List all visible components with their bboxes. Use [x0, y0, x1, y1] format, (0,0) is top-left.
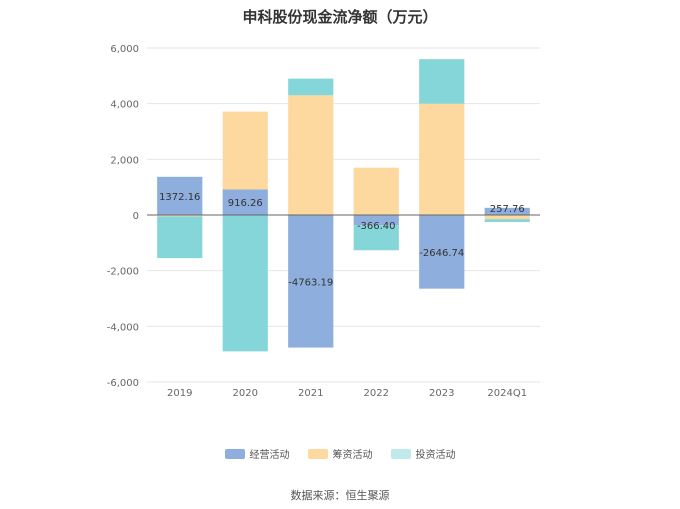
bar-segment — [288, 78, 334, 96]
x-tick-label: 2020 — [233, 388, 258, 399]
y-tick-label: 4,000 — [110, 100, 139, 111]
x-tick-label: 2022 — [364, 388, 389, 399]
legend-item-financing[interactable]: 筹资活动 — [307, 446, 373, 461]
bar-segment — [157, 216, 203, 259]
data-labels: 1372.16 916.26 -4763.19 -366.40 -2646.74 257.… — [159, 192, 525, 288]
y-tick-label: 0 — [133, 211, 139, 222]
y-tick-label: 2,000 — [110, 155, 139, 166]
bar-segment — [222, 111, 268, 190]
x-axis-labels: 2019 2020 2021 2022 2023 2024Q1 — [167, 388, 527, 399]
y-tick-label: -6,000 — [107, 378, 139, 389]
x-tick-label: 2024Q1 — [487, 388, 527, 399]
bar-segment — [419, 215, 465, 289]
bar-segment — [288, 95, 334, 215]
legend-swatch — [390, 448, 411, 459]
bar-segment — [353, 215, 399, 226]
bar-segment — [484, 215, 530, 220]
bar-segment — [419, 103, 465, 215]
bar-segment — [484, 219, 530, 222]
legend-label: 投资活动 — [415, 450, 456, 461]
bars — [157, 59, 530, 352]
data-label: 1372.16 — [159, 192, 200, 203]
y-tick-label: 6,000 — [110, 44, 139, 55]
bar-segment — [157, 176, 203, 215]
bar-segment — [353, 225, 399, 251]
bar-segment — [484, 207, 530, 215]
x-tick-label: 2023 — [429, 388, 454, 399]
y-tick-label: -4,000 — [107, 322, 139, 333]
bar-segment — [288, 215, 334, 348]
legend-item-operating[interactable]: 经营活动 — [224, 446, 290, 461]
y-tick-label: -2,000 — [107, 267, 139, 278]
data-label: 257.76 — [490, 204, 525, 215]
data-label: 916.26 — [228, 198, 263, 209]
bar-segment — [353, 167, 399, 215]
legend-swatch — [224, 448, 245, 459]
legend-item-investing[interactable]: 投资活动 — [390, 446, 456, 461]
y-axis-labels: 6,000 4,000 2,000 0 -2,000 -4,000 -6,000 — [107, 44, 139, 389]
x-tick-label: 2019 — [167, 388, 192, 399]
legend: 经营活动 筹资活动 投资活动 — [0, 446, 680, 461]
data-source: 数据来源：恒生聚源 — [290, 489, 390, 502]
bar-segment — [419, 59, 465, 104]
bar-segment — [157, 215, 203, 217]
data-label: -2646.74 — [419, 248, 464, 259]
legend-label: 筹资活动 — [332, 450, 373, 461]
legend-swatch — [307, 448, 328, 459]
bar-segment — [222, 189, 268, 215]
x-tick-label: 2021 — [298, 388, 323, 399]
data-label: -366.40 — [357, 221, 396, 232]
data-label: -4763.19 — [288, 277, 333, 288]
legend-label: 经营活动 — [249, 450, 290, 461]
bar-segment — [222, 215, 268, 352]
chart-title: 申科股份现金流净额（万元） — [242, 8, 438, 26]
